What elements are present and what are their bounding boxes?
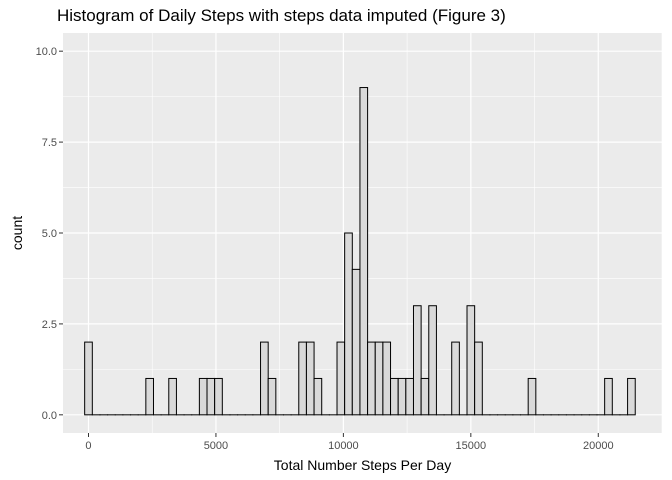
histogram-bar [397, 377, 407, 416]
y-tick-label: 10.0 [36, 46, 57, 58]
histogram-bar [374, 341, 384, 416]
histogram-bar [527, 377, 537, 416]
histogram-bar [466, 305, 476, 416]
histogram-bar [382, 341, 392, 416]
histogram-bar [206, 377, 216, 416]
histogram-bar [359, 87, 369, 416]
histogram-bar [474, 341, 483, 416]
histogram-bar [313, 377, 323, 416]
histogram-bar [267, 377, 277, 416]
histogram-bar [298, 341, 307, 416]
histogram-bar [405, 377, 414, 416]
x-tick-label: 0 [85, 440, 91, 452]
histogram-bar [145, 377, 154, 416]
histogram-bar [214, 377, 223, 416]
histogram-bar [168, 377, 177, 416]
histogram-bar [305, 341, 315, 416]
x-axis-ticks: 0 5000 10000 15000 20000 [85, 433, 614, 452]
chart-title: Histogram of Daily Steps with steps data… [57, 6, 506, 25]
histogram-bar [390, 377, 399, 416]
x-tick-label: 20000 [583, 440, 614, 452]
y-axis-title: count [9, 216, 25, 250]
histogram-bar [84, 341, 93, 416]
y-tick-label: 0.0 [42, 410, 57, 422]
histogram-bar [367, 341, 376, 416]
histogram-bar [260, 341, 269, 416]
histogram-bar [420, 377, 430, 416]
histogram-bar [344, 232, 353, 416]
histogram-bar [627, 377, 636, 416]
y-tick-label: 5.0 [42, 228, 57, 240]
y-tick-label: 7.5 [42, 137, 57, 149]
y-tick-label: 2.5 [42, 319, 57, 331]
histogram-bar [198, 377, 208, 416]
x-tick-label: 5000 [204, 440, 228, 452]
histogram-bar [604, 377, 613, 416]
y-axis-ticks: 0.0 2.5 5.0 7.5 10.0 [36, 46, 63, 422]
histogram-bar [428, 305, 437, 416]
histogram-bar [451, 341, 460, 416]
histogram-bars [84, 87, 636, 416]
x-axis-title: Total Number Steps Per Day [274, 457, 451, 473]
x-tick-label: 10000 [328, 440, 359, 452]
histogram-bar [412, 305, 422, 416]
histogram-bar [351, 268, 361, 416]
histogram-bar [336, 341, 346, 416]
x-tick-label: 15000 [456, 440, 487, 452]
